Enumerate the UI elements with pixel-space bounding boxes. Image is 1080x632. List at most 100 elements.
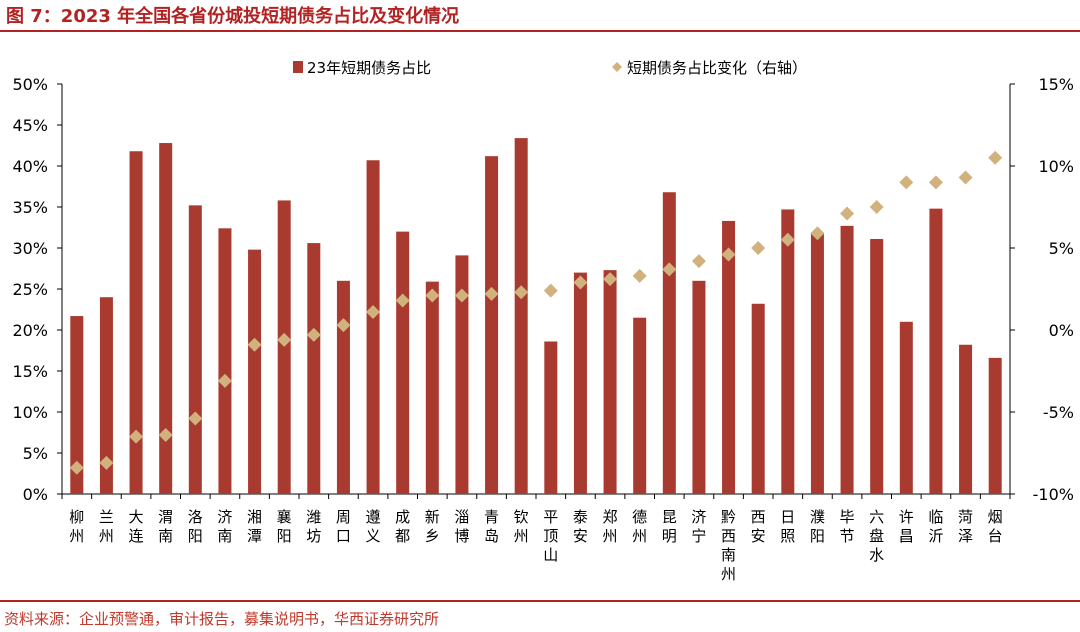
change-marker: [484, 286, 499, 301]
bar: [514, 138, 528, 494]
bar: [870, 238, 884, 494]
category-label: 毕节: [840, 508, 855, 545]
bar: [662, 192, 676, 495]
change-marker: [751, 241, 766, 255]
change-marker: [721, 247, 736, 262]
category-label: 许昌: [899, 508, 914, 545]
bar: [544, 341, 558, 494]
right-axis-tick-label: 0%: [1049, 321, 1074, 340]
category-label: 濮阳: [810, 508, 825, 545]
category-label: 成都: [395, 508, 410, 545]
change-marker: [129, 429, 144, 444]
change-marker: [217, 373, 232, 388]
category-label: 青岛: [484, 508, 499, 545]
category-label: 襄阳: [277, 508, 292, 545]
left-axis-tick-label: 10%: [12, 403, 48, 422]
category-label: 黔西南州: [721, 508, 736, 583]
bar: [929, 208, 943, 494]
chart-title: 图 7：2023 年全国各省份城投短期债务占比及变化情况: [6, 6, 460, 27]
bar: [455, 255, 469, 494]
change-marker: [840, 206, 855, 221]
bar: [277, 200, 291, 494]
right-axis-tick-label: -5%: [1043, 403, 1074, 422]
bar: [70, 316, 84, 494]
category-label: 菏泽: [958, 508, 973, 545]
bar: [633, 317, 647, 494]
category-label: 西安: [751, 508, 766, 545]
right-axis-tick-label: -10%: [1033, 485, 1074, 504]
bar: [840, 225, 854, 495]
bar: [336, 280, 350, 494]
change-marker: [543, 283, 558, 298]
chart-canvas: 0% 5% 10% 15% 20% 25% 30% 35% 40% 45% 50% -10% -5% 0%…: [12, 59, 1074, 583]
change-marker: [247, 337, 262, 352]
change-marker: [691, 254, 706, 269]
category-label: 兰州: [99, 508, 114, 545]
left-axis-tick-label: 20%: [12, 321, 48, 340]
left-axis-tick-label: 40%: [12, 157, 48, 176]
change-marker: [69, 460, 84, 475]
bar: [366, 160, 380, 494]
category-label: 德州: [632, 508, 647, 545]
category-label: 钦州: [514, 508, 529, 545]
left-axis-tick-label: 45%: [12, 116, 48, 135]
bar: [603, 270, 617, 494]
change-marker: [277, 332, 292, 347]
category-label: 日照: [780, 508, 795, 545]
bar: [810, 232, 824, 495]
category-label: 周口: [336, 508, 351, 545]
change-marker: [425, 288, 440, 303]
change-marker: [988, 150, 1003, 165]
change-marker: [603, 272, 618, 287]
change-marker: [573, 275, 588, 290]
right-axis-tick-label: 5%: [1049, 239, 1074, 258]
bar: [307, 243, 321, 494]
left-axis-tick-label: 5%: [23, 444, 48, 463]
bar: [425, 281, 439, 494]
left-axis-tick-label: 50%: [12, 75, 48, 94]
legend-marker-label: 短期债务占比变化（右轴）: [627, 59, 807, 77]
category-label: 新乡: [425, 508, 440, 545]
bar: [218, 228, 232, 494]
change-marker: [869, 200, 884, 214]
change-marker: [99, 455, 114, 470]
change-marker: [158, 427, 173, 442]
right-axis-tick-label: 10%: [1038, 157, 1074, 176]
change-marker: [188, 411, 203, 426]
bar: [248, 249, 262, 494]
category-label: 济宁: [691, 508, 706, 545]
change-marker: [306, 327, 321, 342]
category-label: 平顶山: [543, 508, 558, 564]
bar: [396, 231, 410, 494]
bar: [692, 280, 706, 494]
source-note: 资料来源：企业预警通，审计报告，募集说明书，华西证券研究所: [4, 610, 440, 628]
bar: [188, 205, 202, 495]
change-marker: [958, 170, 973, 185]
change-marker: [395, 293, 410, 308]
change-marker: [928, 175, 943, 190]
change-marker: [514, 285, 529, 300]
category-label: 淄博: [454, 508, 469, 545]
bar: [129, 151, 143, 494]
category-label: 六盘水: [869, 508, 884, 564]
bar: [99, 297, 113, 494]
title-divider: [0, 30, 1080, 32]
category-label: 洛阳: [188, 508, 203, 545]
bar: [159, 143, 173, 494]
change-marker: [366, 304, 381, 319]
category-label: 昆明: [662, 508, 677, 545]
change-marker: [454, 288, 469, 303]
left-axis-tick-label: 25%: [12, 280, 48, 299]
bar: [899, 321, 913, 494]
category-label: 潍坊: [306, 508, 321, 545]
footer-divider: [0, 600, 1080, 602]
bar: [722, 220, 736, 494]
bar: [573, 272, 587, 494]
change-marker: [632, 268, 647, 283]
bar: [751, 303, 765, 494]
change-marker: [899, 175, 914, 190]
left-axis-tick-label: 15%: [12, 362, 48, 381]
category-label: 郑州: [603, 508, 618, 545]
category-label: 遵义: [366, 508, 381, 545]
bar: [959, 344, 973, 494]
